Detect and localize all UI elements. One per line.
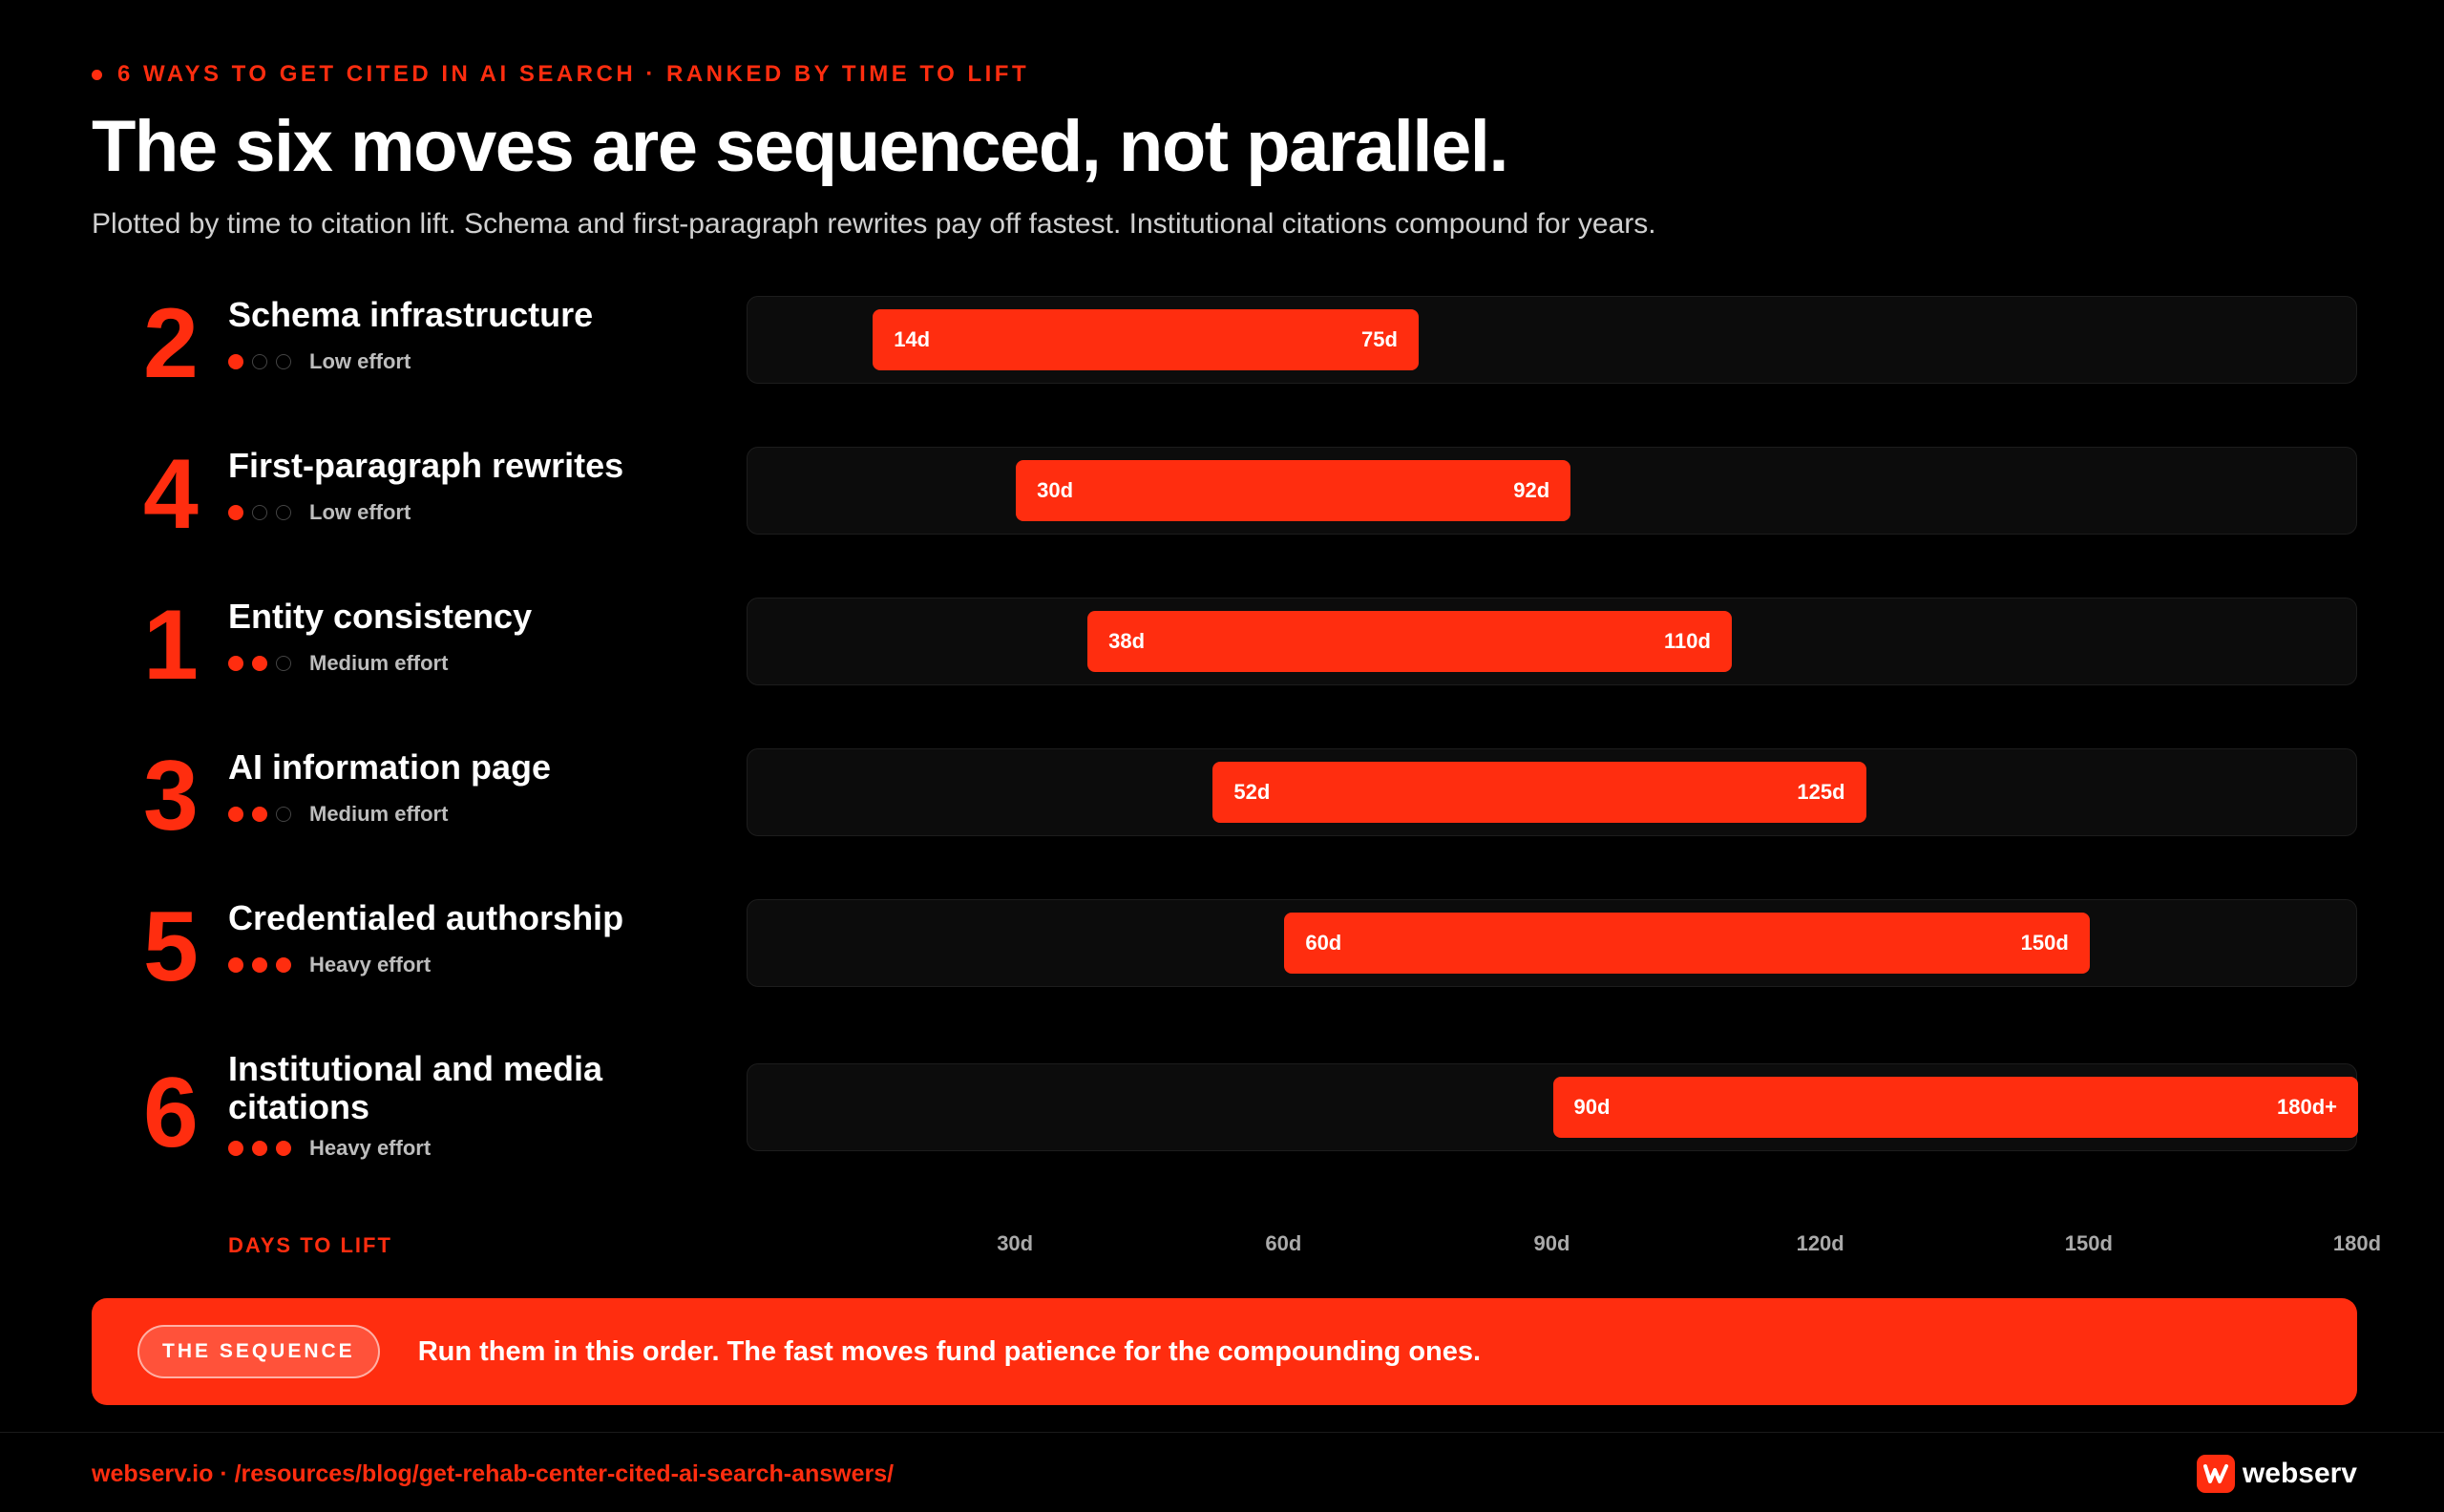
rank-number: 2 xyxy=(143,288,199,399)
x-tick-label: 180d xyxy=(2332,1231,2382,1255)
bar-start-label: 90d xyxy=(1573,1095,1611,1119)
effort-dot-icon xyxy=(276,354,291,369)
callout-message: Run them in this order. The fast moves f… xyxy=(417,1335,1482,1367)
effort-dot-icon xyxy=(228,957,243,973)
effort-dot-icon xyxy=(252,505,267,520)
effort-indicator: Heavy effort xyxy=(228,1136,431,1161)
bar-start-label: 30d xyxy=(1037,478,1074,502)
bar-end-label: 92d xyxy=(1513,478,1550,502)
page-title: The six moves are sequenced, not paralle… xyxy=(92,106,1508,187)
bar-track: 60d 150d xyxy=(747,899,2357,987)
effort-dot-icon xyxy=(276,1141,291,1156)
x-tick-label: 30d xyxy=(997,1231,1034,1255)
footer-url-link[interactable]: webserv.io · /resources/blog/get-rehab-c… xyxy=(92,1460,895,1487)
x-tick-label: 150d xyxy=(2064,1231,2113,1255)
effort-label: Medium effort xyxy=(309,651,449,675)
eyebrow-dot-icon xyxy=(92,69,102,80)
rank-number: 4 xyxy=(143,439,199,550)
x-tick-label: 120d xyxy=(1796,1231,1844,1255)
effort-dot-icon xyxy=(228,354,243,369)
bar-end-label: 150d xyxy=(2020,931,2069,955)
sequence-callout: THE SEQUENCE Run them in this order. The… xyxy=(92,1298,2357,1405)
row-label: Credentialed authorship xyxy=(228,898,624,937)
eyebrow-text: 6 WAYS TO GET CITED IN AI SEARCH · RANKE… xyxy=(117,61,1030,87)
row-label: Entity consistency xyxy=(228,597,533,636)
eyebrow: 6 WAYS TO GET CITED IN AI SEARCH · RANKE… xyxy=(92,61,1029,88)
effort-dot-icon xyxy=(276,957,291,973)
effort-label: Low effort xyxy=(309,500,411,524)
range-bar: 60d 150d xyxy=(1284,913,2090,974)
row-label: AI information page xyxy=(228,747,552,787)
page-subtitle: Plotted by time to citation lift. Schema… xyxy=(92,208,1656,240)
webserv-logo-icon xyxy=(2196,1455,2235,1493)
effort-dot-icon xyxy=(252,656,267,671)
bar-end-label: 75d xyxy=(1360,327,1398,351)
bar-track: 14d 75d xyxy=(747,296,2357,384)
effort-dot-icon xyxy=(252,1141,267,1156)
effort-dot-icon xyxy=(228,807,243,822)
effort-dot-icon xyxy=(276,807,291,822)
brand-logo: webserv xyxy=(2196,1455,2357,1493)
range-bar: 90d 180d+ xyxy=(1552,1077,2358,1138)
effort-dot-icon xyxy=(228,505,243,520)
effort-label: Heavy effort xyxy=(309,1136,432,1160)
effort-dot-icon xyxy=(252,957,267,973)
effort-label: Low effort xyxy=(309,349,411,373)
effort-dot-icon xyxy=(228,1141,243,1156)
effort-dot-icon xyxy=(276,656,291,671)
rank-number: 1 xyxy=(143,590,199,701)
effort-indicator: Medium effort xyxy=(228,802,448,827)
effort-dot-icon xyxy=(252,807,267,822)
bar-end-label: 125d xyxy=(1797,780,1845,804)
bar-start-label: 52d xyxy=(1233,780,1271,804)
effort-indicator: Heavy effort xyxy=(228,953,431,977)
range-bar: 30d 92d xyxy=(1016,460,1571,521)
row-label: First-paragraph rewrites xyxy=(228,446,624,485)
range-bar: 14d 75d xyxy=(873,309,1419,370)
rank-number: 3 xyxy=(143,741,199,851)
row-label: Schema infrastructure xyxy=(228,295,594,334)
x-tick-label: 60d xyxy=(1265,1231,1302,1255)
bar-start-label: 14d xyxy=(894,327,931,351)
bar-start-label: 38d xyxy=(1108,629,1146,653)
row-label: Institutional and media citations xyxy=(228,1049,603,1126)
effort-indicator: Low effort xyxy=(228,500,411,525)
effort-label: Heavy effort xyxy=(309,953,432,976)
effort-dot-icon xyxy=(252,354,267,369)
bar-track: 52d 125d xyxy=(747,748,2357,836)
effort-label: Medium effort xyxy=(309,802,449,826)
bar-end-label: 110d xyxy=(1664,629,1711,653)
footer-divider xyxy=(0,1432,2444,1433)
bar-track: 38d 110d xyxy=(747,598,2357,685)
webserv-logo-glyph xyxy=(2202,1464,2228,1483)
x-axis-title: DAYS TO LIFT xyxy=(228,1233,392,1257)
effort-dot-icon xyxy=(276,505,291,520)
x-tick-label: 90d xyxy=(1533,1231,1570,1255)
rank-number: 6 xyxy=(143,1058,199,1168)
brand-name: webserv xyxy=(2242,1458,2357,1489)
effort-indicator: Low effort xyxy=(228,349,411,374)
range-bar: 38d 110d xyxy=(1087,611,1732,672)
bar-track: 90d 180d+ xyxy=(747,1063,2358,1151)
rank-number: 5 xyxy=(143,892,199,1002)
effort-indicator: Medium effort xyxy=(228,651,448,676)
sequence-tag: THE SEQUENCE xyxy=(137,1325,380,1378)
range-bar: 52d 125d xyxy=(1212,762,1866,823)
bar-end-label: 180d+ xyxy=(2277,1095,2337,1119)
bar-track: 30d 92d xyxy=(747,447,2357,535)
effort-dot-icon xyxy=(228,656,243,671)
bar-start-label: 60d xyxy=(1305,931,1342,955)
